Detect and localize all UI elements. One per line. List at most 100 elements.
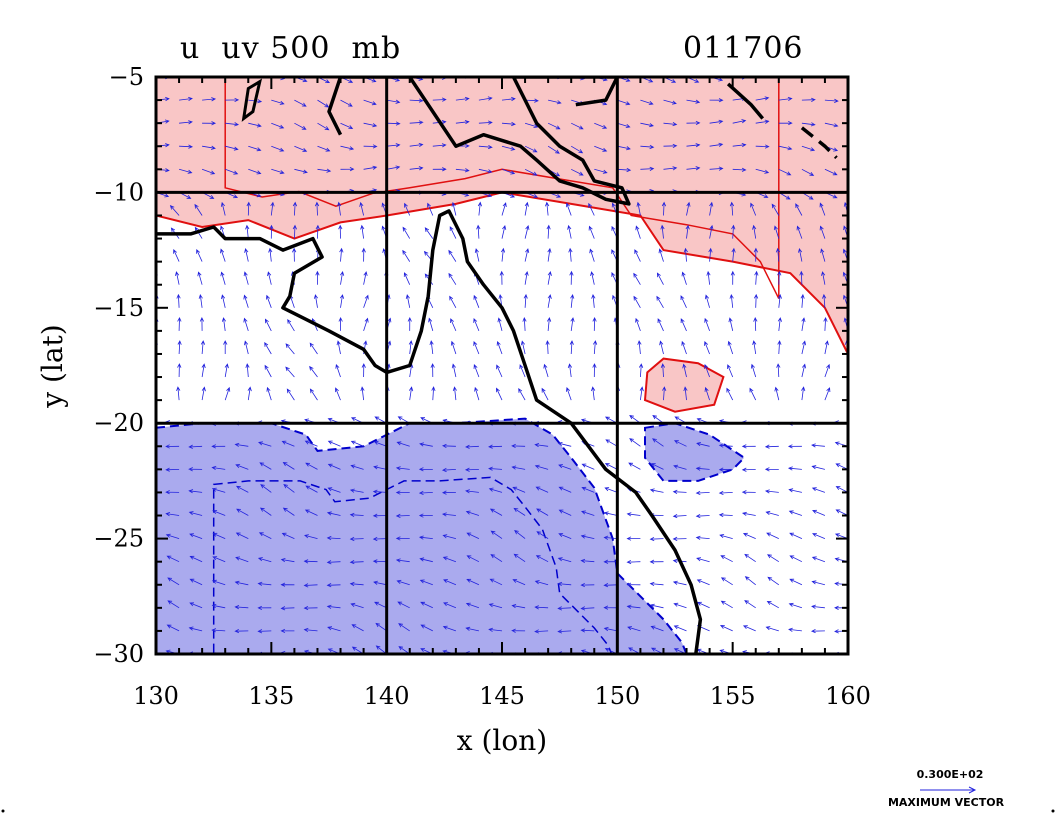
wind-vector [500,247,506,262]
wind-vector [188,626,203,632]
wind-vector [696,442,710,447]
wind-vector [339,271,345,285]
wind-vector [588,225,595,239]
wind-vector [512,486,526,493]
wind-vector [835,486,848,493]
wind-vector [156,492,157,493]
wind-vector [188,444,203,449]
wind-vector [541,387,549,401]
corner-mark [1,809,5,813]
wind-vector [534,629,549,634]
wind-vector [452,386,457,401]
wind-vector [408,340,413,355]
wind-vector [649,559,664,564]
corner-mark [1051,809,1055,813]
wind-vector [473,294,480,308]
wind-vector [188,467,203,472]
wind-vector [248,145,262,152]
wind-vector [287,319,295,332]
wind-vector [594,168,608,174]
wind-vector [501,96,516,102]
wind-vector [188,489,203,494]
wind-vector [534,443,549,448]
wind-vector [432,143,447,148]
wind-vector [317,99,330,108]
wind-vector [626,582,641,587]
wind-vector [771,203,780,216]
wind-vector [179,144,194,149]
y-tick-label: −10 [93,178,144,206]
wind-vector [777,317,782,331]
wind-vector [473,318,480,332]
wind-vector [372,489,387,494]
wind-vector [363,317,369,332]
wind-vector [244,247,249,262]
wind-vector [567,224,572,239]
wind-vector [375,622,387,632]
wind-vector [402,249,411,262]
wind-vector [234,442,249,447]
wind-vector [637,340,642,355]
wind-vector [259,507,272,516]
wind-vector [799,270,804,285]
wind-vector [752,224,757,239]
wind-vector [165,533,180,539]
wind-vector [309,365,318,378]
wind-vector [202,121,217,126]
wind-vector [750,202,757,216]
x-tick-label: 145 [479,682,525,710]
wind-vector [776,363,781,378]
wind-vector [695,513,710,519]
wind-vector [501,202,507,216]
wind-vector [744,576,756,586]
wind-vector [811,556,826,563]
wind-vector [730,270,735,285]
wind-vector [570,293,575,308]
wind-vector [442,556,457,563]
wind-vector [778,120,793,126]
wind-vector [801,122,816,127]
wind-vector [266,386,272,401]
wind-vector [570,145,584,154]
wind-vector [650,625,664,632]
wind-vector [449,295,457,308]
wind-vector [179,120,193,125]
wind-vector [658,248,664,262]
wind-vector [173,248,180,262]
wind-vector [709,98,724,103]
wind-vector [373,580,387,586]
wind-vector [720,555,733,563]
wind-vector [789,555,803,563]
wind-vector [789,532,803,539]
wind-vector [800,293,805,308]
x-tick-label: 130 [133,682,179,710]
wind-vector [522,316,527,331]
wind-vector [201,386,206,401]
wind-vector [788,602,803,609]
wind-vector [220,271,226,285]
wind-vector [580,582,595,588]
wind-vector [635,317,641,332]
wind-vector [755,119,770,124]
wind-vector [524,270,529,285]
wind-vector [649,536,664,542]
wind-vector [557,581,572,587]
wind-vector [819,225,826,239]
wind-vector [429,340,434,355]
wind-vector [257,581,272,586]
wind-vector [513,553,526,563]
wind-vector [363,99,377,106]
wind-vector [660,363,666,378]
wind-vector [338,224,343,239]
wind-vector [778,96,793,102]
wind-vector [420,624,433,632]
wind-vector [777,270,782,285]
wind-vector [767,576,780,586]
wind-vector [488,444,503,449]
wind-vector [534,605,549,610]
wind-vector [801,363,807,378]
y-tick-label: −5 [109,63,144,91]
wind-vector [558,509,572,516]
wind-vector [488,466,503,471]
wind-vector [478,120,493,125]
